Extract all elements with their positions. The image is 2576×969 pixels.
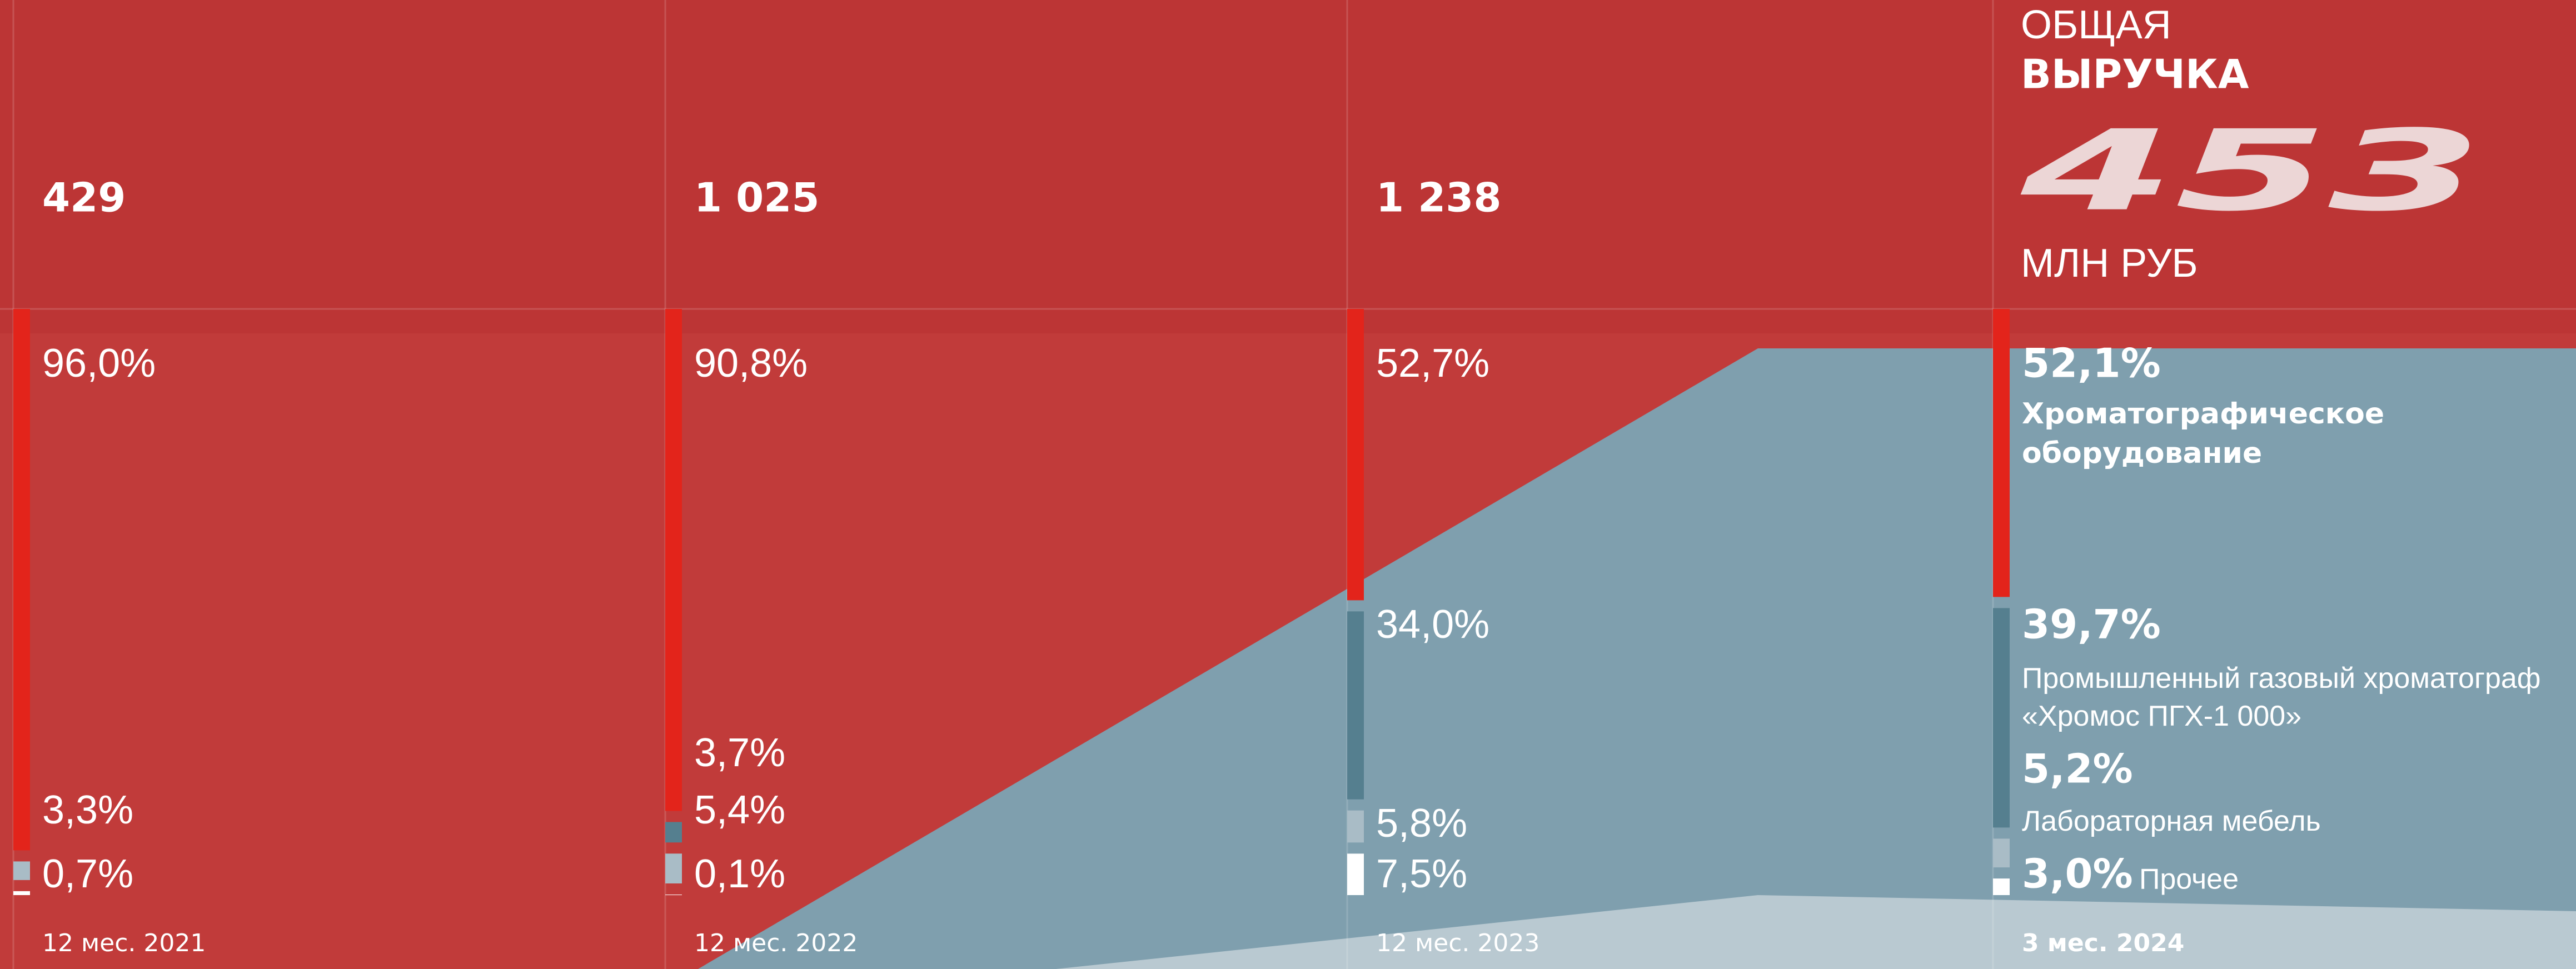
bar-segment (1993, 309, 2010, 597)
value-label: 34,0% (1376, 602, 1489, 647)
bar-segment (13, 891, 30, 895)
total-value: 1 238 (1376, 174, 1501, 221)
total-value: 1 025 (694, 174, 819, 221)
page: ОБЩАЯ ВЫРУЧКА МЛН РУБ 12 мес. 2021 429 96,… (0, 0, 2576, 969)
bar-segment (665, 822, 682, 842)
unit: МЛН РУБ (2021, 241, 2198, 286)
value-label: 0,7% (42, 852, 133, 896)
chart: ОБЩАЯ ВЫРУЧКА МЛН РУБ 12 мес. 2021 429 96,… (0, 0, 2576, 969)
value-label: 3,3% (42, 788, 133, 832)
bar-segment (1347, 853, 1364, 895)
legend-entry: Прочее (2139, 863, 2239, 896)
total-value: 453 (2020, 107, 2482, 236)
headline: ОБЩАЯ (2021, 3, 2171, 47)
bar-segment (665, 853, 682, 883)
legend-entry: Лабораторная мебель (2022, 805, 2321, 837)
bar-segment (1347, 309, 1364, 600)
headline: ВЫРУЧКА (2021, 51, 2249, 98)
period-label: 12 мес. 2023 (1376, 929, 1539, 957)
value-label: 52,1% (2022, 340, 2161, 387)
value-label: 7,5% (1376, 852, 1467, 896)
bar-segment (1993, 838, 2010, 867)
bar-segment (1347, 811, 1364, 843)
total-value: 429 (42, 174, 126, 221)
value-label: 52,7% (1376, 341, 1489, 386)
bar-segment (13, 309, 30, 850)
period-label: 12 мес. 2021 (42, 929, 206, 957)
period-label: 3 мес. 2024 (2022, 929, 2184, 957)
value-label: 5,8% (1376, 801, 1467, 846)
value-label: 0,1% (694, 852, 785, 896)
bar-segment (1993, 878, 2010, 895)
value-label: 5,4% (694, 788, 785, 832)
value-label: 3,0% (2022, 851, 2133, 897)
bar-segment (665, 309, 682, 811)
bar-segment (1993, 608, 2010, 827)
period-label: 12 мес. 2022 (694, 929, 858, 957)
value-label: 96,0% (42, 341, 156, 386)
value-label: 90,8% (694, 341, 808, 386)
value-label: 5,2% (2022, 746, 2133, 792)
bar-segment (1347, 611, 1364, 799)
bar-segment (13, 861, 30, 880)
value-label: 3,7% (694, 731, 785, 775)
value-label: 39,7% (2022, 601, 2161, 648)
